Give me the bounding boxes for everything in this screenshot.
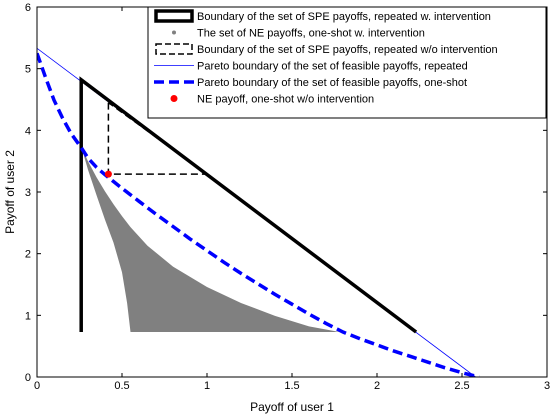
x-tick-label: 1.5 xyxy=(284,380,299,392)
y-tick-label: 6 xyxy=(25,2,31,14)
y-tick-label: 3 xyxy=(25,187,31,199)
legend-swatch-2 xyxy=(172,30,176,35)
y-tick-label: 2 xyxy=(25,249,31,261)
x-axis-label: Payoff of user 1 xyxy=(250,400,334,414)
legend-swatch-6 xyxy=(170,95,178,102)
series-2-region xyxy=(81,146,340,332)
series-3-line xyxy=(107,101,210,175)
y-tick-label: 5 xyxy=(25,64,31,76)
series-5-line xyxy=(37,52,480,377)
data-layer xyxy=(37,47,480,377)
legend-swatch-1 xyxy=(154,9,194,23)
legend-label: The set of NE payoffs, one-shot w. inter… xyxy=(197,28,425,40)
legend-label: Boundary of the set of SPE payoffs, repe… xyxy=(197,44,498,56)
y-tick-label: 0 xyxy=(25,372,31,384)
series-1-line xyxy=(79,76,418,334)
x-tick-label: 0 xyxy=(34,380,40,392)
legend-label: NE payoff, one-shot w/o intervention xyxy=(197,94,374,106)
y-tick-label: 4 xyxy=(25,125,31,137)
y-tick-label: 1 xyxy=(25,310,31,322)
legend: Boundary of the set of SPE payoffs, repe… xyxy=(147,6,547,119)
x-tick-label: 2.5 xyxy=(454,380,469,392)
legend-swatch-3 xyxy=(155,43,193,55)
y-axis-label: Payoff of user 2 xyxy=(3,150,17,234)
legend-label: Pareto boundary of the set of feasible p… xyxy=(197,77,467,89)
legend-label: Pareto boundary of the set of feasible p… xyxy=(197,61,468,73)
legend-box xyxy=(147,6,547,119)
x-tick-label: 0.5 xyxy=(114,380,129,392)
legend-label: Boundary of the set of SPE payoffs, repe… xyxy=(197,11,491,23)
series-6-point xyxy=(104,170,112,178)
x-tick-label: 3 xyxy=(544,380,550,392)
x-tick-label: 2 xyxy=(374,380,380,392)
x-tick-label: 1 xyxy=(204,380,210,392)
